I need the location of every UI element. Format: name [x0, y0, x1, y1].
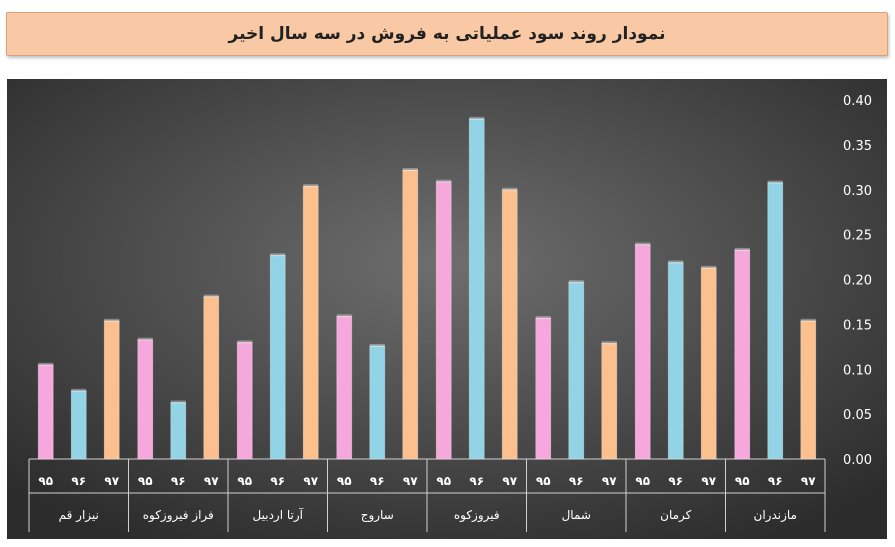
bar-cap — [502, 187, 518, 191]
chart-area: 0.00 0.05 0.10 0.15 0.20 0.25 0.30 0.35 0.40 ۹۵ ۹۶… — [7, 79, 887, 539]
bar — [170, 402, 187, 460]
chart-title-box: نمودار روند سود عملیاتی به فروش در سه سا… — [6, 12, 888, 56]
x-sub-label: ۹۷ — [701, 474, 716, 488]
x-sub-label: ۹۷ — [204, 474, 219, 488]
x-sub-label: ۹۷ — [801, 474, 816, 488]
bar-cap — [535, 316, 551, 320]
bar-cap — [402, 168, 418, 172]
bar — [700, 267, 717, 460]
bar-cap — [170, 400, 186, 404]
bar — [103, 320, 120, 460]
bar-cap — [137, 337, 153, 341]
x-sub-label: ۹۷ — [502, 474, 517, 488]
x-sub-label: ۹۵ — [635, 474, 650, 488]
bar — [435, 181, 452, 460]
bar — [468, 118, 485, 460]
bar-cap — [436, 179, 452, 183]
bar-cap — [71, 388, 87, 392]
y-tick-label: 0.10 — [843, 363, 872, 378]
bar — [269, 254, 286, 460]
y-tick-label: 0.20 — [843, 274, 872, 289]
x-category-label: فراز فیروزکوه — [143, 508, 214, 523]
x-category-label: کرمان — [660, 508, 692, 523]
bar — [568, 281, 585, 460]
x-sub-label: ۹۶ — [668, 474, 683, 488]
bar — [137, 339, 154, 460]
x-sub-label: ۹۶ — [768, 474, 783, 488]
bar-cap — [701, 265, 717, 269]
y-tick-label: 0.35 — [843, 139, 872, 154]
bar — [501, 189, 518, 460]
x-category-label: شمال — [562, 508, 591, 522]
bar-cap — [104, 318, 120, 322]
bar — [634, 244, 651, 460]
y-tick-label: 0.15 — [843, 318, 872, 333]
bar — [402, 169, 419, 460]
bar-cap — [38, 362, 54, 366]
bar — [667, 262, 684, 460]
x-sub-label: ۹۷ — [602, 474, 617, 488]
bar-cap — [237, 340, 253, 344]
x-sub-label: ۹۷ — [303, 474, 318, 488]
bar-cap — [469, 116, 485, 120]
bar — [302, 185, 319, 460]
bar-cap — [767, 180, 783, 184]
y-tick-label: 0.40 — [843, 94, 872, 109]
bar — [734, 249, 751, 460]
bar — [203, 296, 220, 460]
y-tick-label: 0.25 — [843, 229, 872, 244]
x-category-label: ساروج — [361, 508, 394, 523]
x-sub-label: ۹۶ — [270, 474, 285, 488]
x-category-label: فیروزکوه — [454, 508, 500, 523]
bar-cap — [668, 260, 684, 264]
bar-cap — [303, 184, 319, 188]
x-sub-label: ۹۵ — [138, 474, 153, 488]
x-category-label: نیزار قم — [59, 508, 99, 523]
x-sub-label: ۹۵ — [337, 474, 352, 488]
bar — [37, 364, 54, 460]
x-category-label: مازندران — [754, 508, 797, 523]
x-sub-label: ۹۶ — [370, 474, 385, 488]
bar — [236, 341, 253, 460]
bar — [70, 390, 87, 460]
y-tick-label: 0.00 — [843, 453, 872, 468]
bar-cap — [203, 294, 219, 298]
bar-cap — [270, 253, 286, 257]
x-sub-label: ۹۵ — [536, 474, 551, 488]
x-sub-label: ۹۶ — [71, 474, 86, 488]
chart-title: نمودار روند سود عملیاتی به فروش در سه سا… — [228, 24, 666, 44]
bar — [535, 317, 552, 460]
bar-cap — [336, 314, 352, 318]
x-category-label: آرتا اردبیل — [253, 507, 304, 523]
bar-cap — [601, 341, 617, 345]
x-sub-label: ۹۶ — [469, 474, 484, 488]
bar — [800, 320, 817, 460]
x-sub-label: ۹۵ — [735, 474, 750, 488]
bar — [369, 345, 386, 460]
bar-cap — [369, 343, 385, 347]
bar — [601, 342, 618, 460]
bar — [767, 182, 784, 460]
bar-chart: 0.00 0.05 0.10 0.15 0.20 0.25 0.30 0.35 0.40 ۹۵ ۹۶… — [7, 79, 887, 539]
x-sub-label: ۹۷ — [104, 474, 119, 488]
x-sub-label: ۹۵ — [436, 474, 451, 488]
x-sub-label: ۹۵ — [38, 474, 53, 488]
bar-cap — [635, 242, 651, 246]
bar-cap — [800, 318, 816, 322]
bar — [336, 315, 353, 460]
y-tick-label: 0.05 — [843, 408, 872, 423]
x-sub-label: ۹۶ — [171, 474, 186, 488]
x-sub-label: ۹۷ — [403, 474, 418, 488]
x-sub-label: ۹۶ — [569, 474, 584, 488]
y-tick-label: 0.30 — [843, 184, 872, 199]
x-sub-label: ۹۵ — [237, 474, 252, 488]
bar-cap — [734, 247, 750, 251]
bar-cap — [568, 280, 584, 284]
